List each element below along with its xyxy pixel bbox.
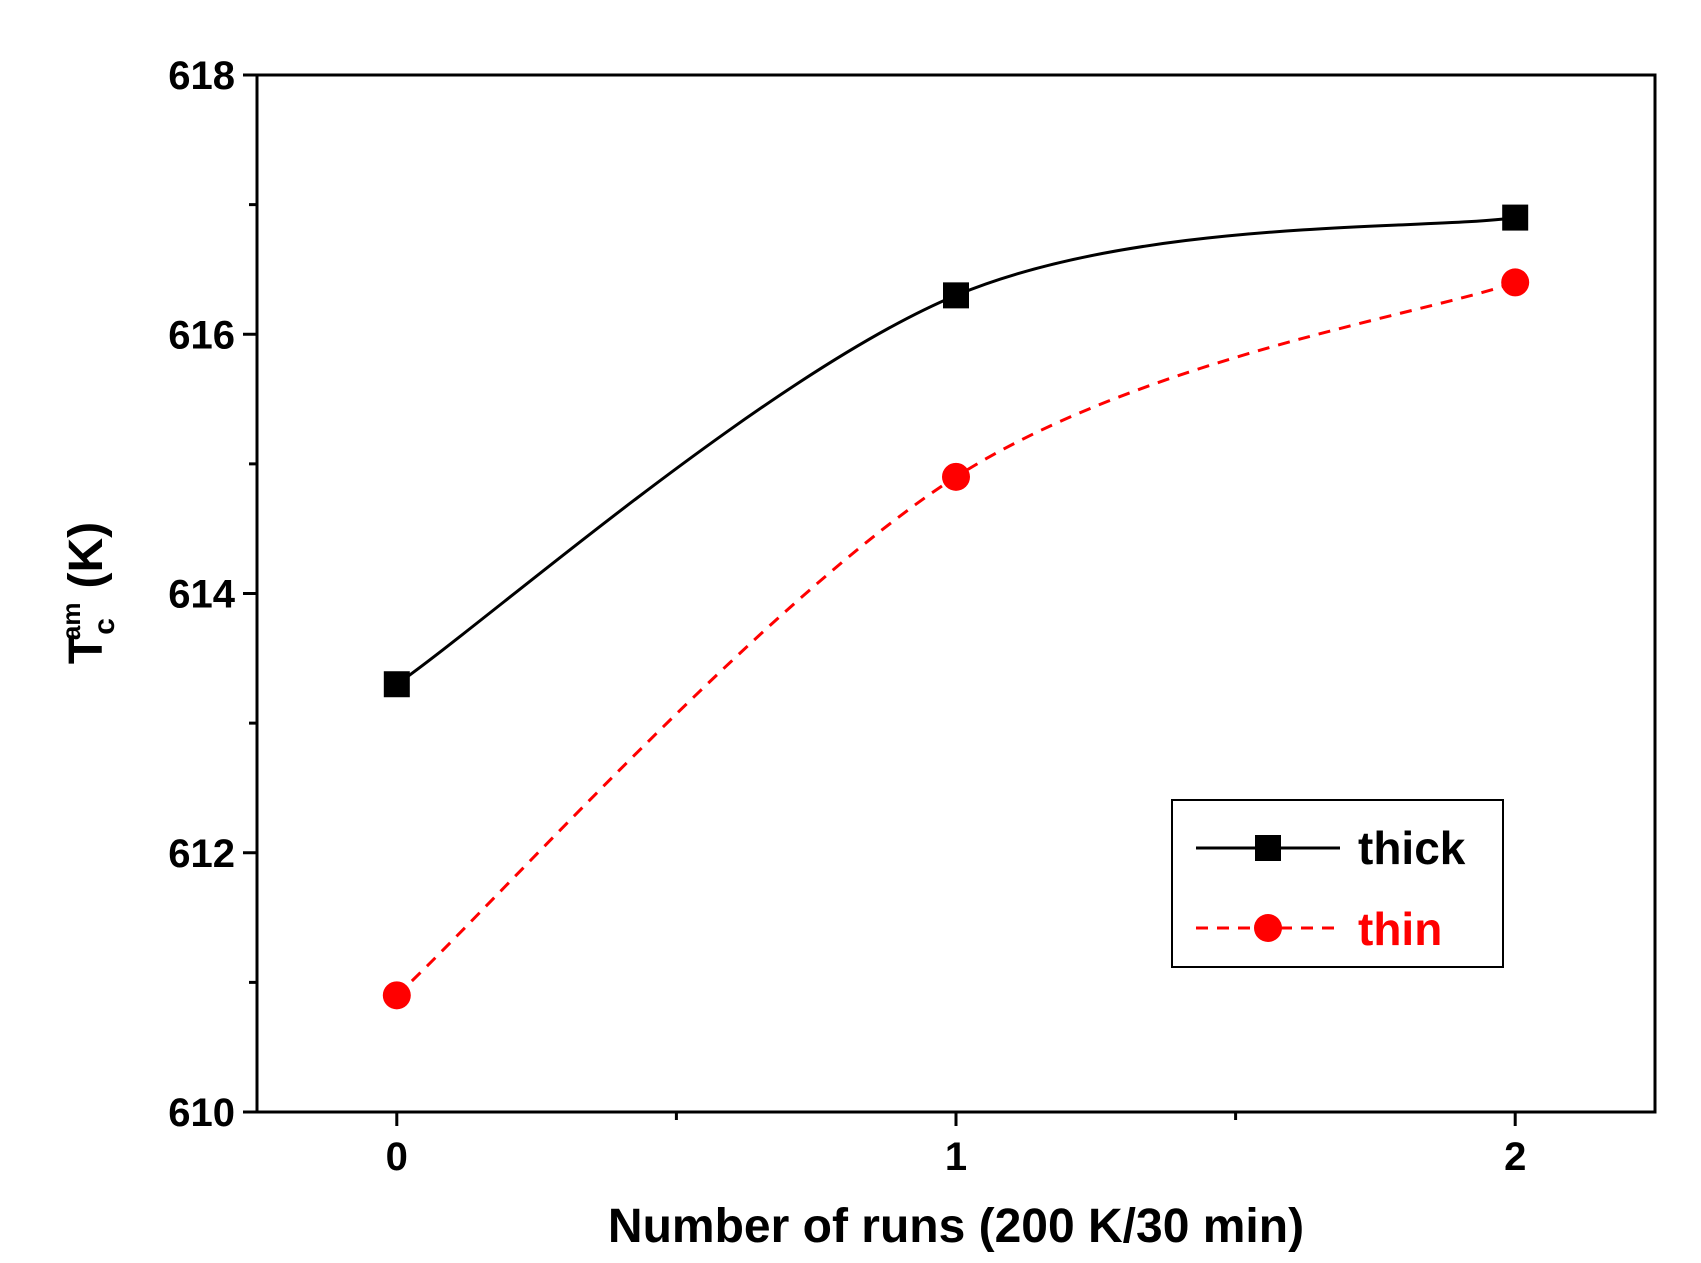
data-point-thick-2 [1502, 204, 1529, 231]
data-point-thin-2 [1501, 268, 1530, 297]
y-tick-label: 610 [168, 1091, 235, 1135]
y-axis-title: Tcam (K) [56, 522, 121, 664]
y-tick-label: 612 [168, 832, 235, 876]
x-axis-ticks: 0 1 2 [386, 1112, 1526, 1179]
y-axis-title-main: T [60, 635, 113, 664]
x-tick-label: 2 [1504, 1135, 1526, 1179]
data-point-thin-0 [382, 981, 411, 1010]
legend-label-thin: thin [1358, 903, 1442, 955]
x-tick-label: 1 [945, 1135, 967, 1179]
y-axis-ticks: 610 612 614 616 618 [168, 54, 257, 1135]
legend-marker-thin [1254, 914, 1282, 942]
y-axis-title-superscript: am [56, 603, 86, 641]
legend-label-thick: thick [1358, 822, 1466, 874]
y-axis-title-subscript: c [88, 618, 121, 635]
data-point-thick-1 [943, 282, 969, 309]
series-line-thin [395, 280, 1516, 997]
x-axis-title: Number of runs (200 K/30 min) [608, 1200, 1304, 1253]
data-point-thick-0 [383, 671, 410, 698]
svg-text:Tcam(K): Tcam (K) [56, 522, 121, 664]
y-tick-label: 614 [168, 573, 235, 617]
legend-box [1171, 799, 1504, 968]
y-axis-title-unit: (K) [60, 522, 113, 589]
data-point-thin-1 [942, 462, 970, 491]
x-tick-label: 0 [386, 1135, 408, 1179]
y-tick-label: 618 [168, 54, 235, 98]
y-tick-label: 616 [168, 313, 235, 357]
series-layer [382, 204, 1530, 1010]
legend: thick thin [1171, 799, 1504, 968]
legend-marker-thick [1255, 835, 1281, 861]
